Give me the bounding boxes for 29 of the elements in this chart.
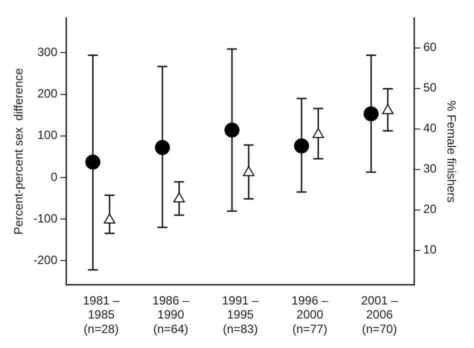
y2-tick-label: 60 bbox=[423, 40, 437, 54]
y-tick-label: -100 bbox=[33, 211, 58, 226]
y2-tick-label: 10 bbox=[423, 242, 437, 257]
x-tick-label: 1981 – 1985 (n=28) bbox=[82, 293, 120, 336]
y-tick-label: 0 bbox=[50, 170, 58, 184]
y-tick-label: 100 bbox=[37, 128, 58, 142]
y-axis-title: Percent-percent sex difference bbox=[12, 68, 26, 235]
x-tick-label: 1986 – 1990 (n=64) bbox=[152, 293, 190, 336]
point bbox=[104, 213, 116, 224]
point bbox=[382, 104, 394, 114]
y2-tick-label: 40 bbox=[423, 121, 437, 136]
point bbox=[85, 154, 100, 170]
point bbox=[312, 128, 324, 138]
point bbox=[294, 138, 310, 154]
y2-tick-label: 30 bbox=[423, 162, 437, 176]
y2-tick-label: 20 bbox=[423, 202, 437, 216]
y-tick-label: -200 bbox=[33, 252, 58, 267]
x-tick-label: 1996 – 2000 (n=77) bbox=[292, 293, 329, 336]
point bbox=[364, 106, 379, 122]
point bbox=[154, 140, 170, 156]
y-tick-label: 300 bbox=[37, 45, 58, 60]
y-tick-label: 200 bbox=[37, 86, 58, 101]
y2-tick-label: 50 bbox=[423, 80, 437, 95]
x-tick-label: 1991 – 1995 (n=83) bbox=[222, 293, 260, 336]
x-tick-label: 2001 – 2006 (n=70) bbox=[361, 293, 398, 336]
point bbox=[242, 166, 254, 176]
point bbox=[173, 192, 185, 202]
point bbox=[224, 122, 240, 138]
y2-axis-title: % Female finishers bbox=[444, 100, 458, 203]
